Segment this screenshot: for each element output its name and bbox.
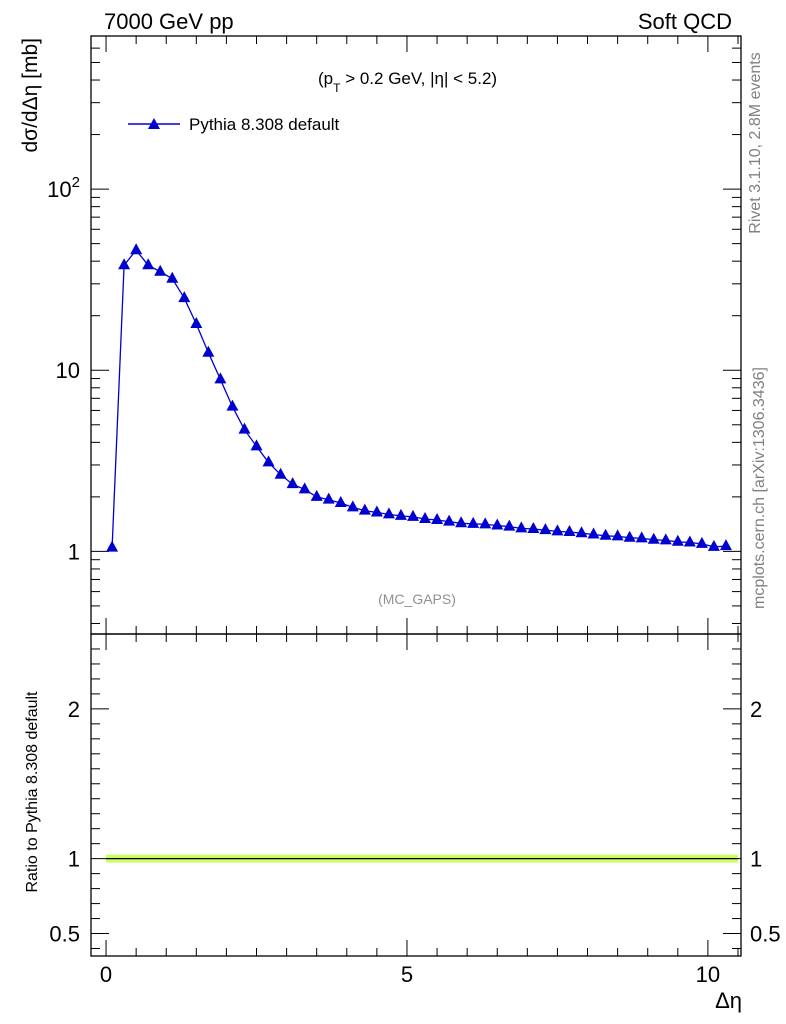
data-point [455, 516, 468, 528]
data-point [286, 477, 299, 489]
data-point [154, 264, 167, 276]
ratio-y-tick-label-right: 0.5 [750, 922, 781, 947]
analysis-label: (MC_GAPS) [378, 591, 456, 607]
ratio-y-tick-label-right: 2 [750, 697, 762, 722]
legend-marker [148, 118, 160, 129]
ratio-y-tick-label-left: 1 [68, 847, 80, 872]
x-tick-label: 0 [100, 962, 112, 987]
ratio-y-tick-label-left: 2 [68, 697, 80, 722]
data-point [647, 532, 660, 544]
data-point [443, 514, 456, 526]
main-y-tick-label: 10 [56, 358, 80, 383]
data-point [587, 527, 600, 539]
data-point [190, 317, 203, 329]
data-point [214, 372, 227, 384]
data-point [635, 531, 648, 543]
data-point [118, 258, 131, 270]
data-point [274, 467, 287, 479]
ratio-y-tick-label-left: 0.5 [49, 922, 80, 947]
header-category-label: Soft QCD [638, 9, 732, 34]
data-point [106, 540, 119, 552]
data-point [310, 489, 323, 501]
data-point [130, 243, 143, 255]
data-point [479, 517, 492, 529]
data-point [262, 455, 275, 467]
main-y-axis-label: dσ/dΔη [mb] [19, 38, 42, 153]
x-tick-label: 5 [401, 962, 413, 987]
side-label-rivet: Rivet 3.1.10, 2.8M events [747, 52, 764, 233]
x-axis-label: Δη [715, 988, 742, 1013]
axis-ticks [91, 35, 741, 956]
data-point [202, 345, 215, 357]
data-point [370, 505, 383, 517]
legend-entry-label: Pythia 8.308 default [189, 115, 340, 134]
data-point [406, 509, 419, 521]
data-point [611, 529, 624, 541]
data-point [671, 534, 684, 546]
data-point [346, 500, 359, 512]
data-point [226, 399, 239, 411]
ratio-y-axis-label: Ratio to Pythia 8.308 default [24, 691, 41, 893]
data-point [599, 528, 612, 540]
ratio-series [106, 854, 738, 863]
data-point [467, 516, 480, 528]
data-point [358, 503, 371, 515]
data-point [539, 523, 552, 535]
main-series [106, 243, 732, 552]
data-point [334, 496, 347, 508]
data-point [695, 536, 708, 548]
side-label-mcplots: mcplots.cern.ch [arXiv:1306.3436] [751, 367, 768, 609]
data-point [142, 258, 155, 270]
data-point [707, 539, 720, 551]
main-y-tick-label: 102 [47, 174, 80, 202]
data-point [527, 521, 540, 533]
cut-label-open: (p [318, 69, 333, 88]
header-energy-label: 7000 GeV pp [104, 9, 234, 34]
legend: Pythia 8.308 default [128, 115, 340, 134]
data-point [575, 526, 588, 538]
data-point [382, 507, 395, 519]
cut-label: (pT > 0.2 GeV, |η| < 5.2) [318, 69, 497, 95]
axis-tick-labels: 0 5 10 1 10 102 0.5 0.5 1 1 2 2 [47, 174, 780, 987]
ratio-y-tick-label-right: 1 [750, 847, 762, 872]
x-tick-label: 10 [696, 962, 720, 987]
data-point [719, 539, 732, 551]
data-point [238, 422, 251, 434]
data-point [683, 535, 696, 547]
data-point [322, 492, 335, 504]
data-point [623, 530, 636, 542]
data-point [298, 482, 311, 494]
series-line [111, 249, 727, 548]
data-point [419, 511, 432, 523]
data-point [659, 533, 672, 545]
data-point [491, 518, 504, 530]
data-point [431, 513, 444, 525]
data-point [394, 508, 407, 520]
data-point [551, 524, 564, 536]
ratio-panel-frame [90, 633, 742, 957]
data-point [166, 271, 179, 283]
main-y-tick-label: 1 [68, 539, 80, 564]
data-point [250, 439, 263, 451]
data-point [563, 524, 576, 536]
data-point [503, 519, 516, 531]
cut-label-sub: T [333, 81, 341, 95]
data-point [515, 521, 528, 533]
cut-label-rest: > 0.2 GeV, |η| < 5.2) [340, 69, 497, 88]
data-point [178, 291, 191, 303]
